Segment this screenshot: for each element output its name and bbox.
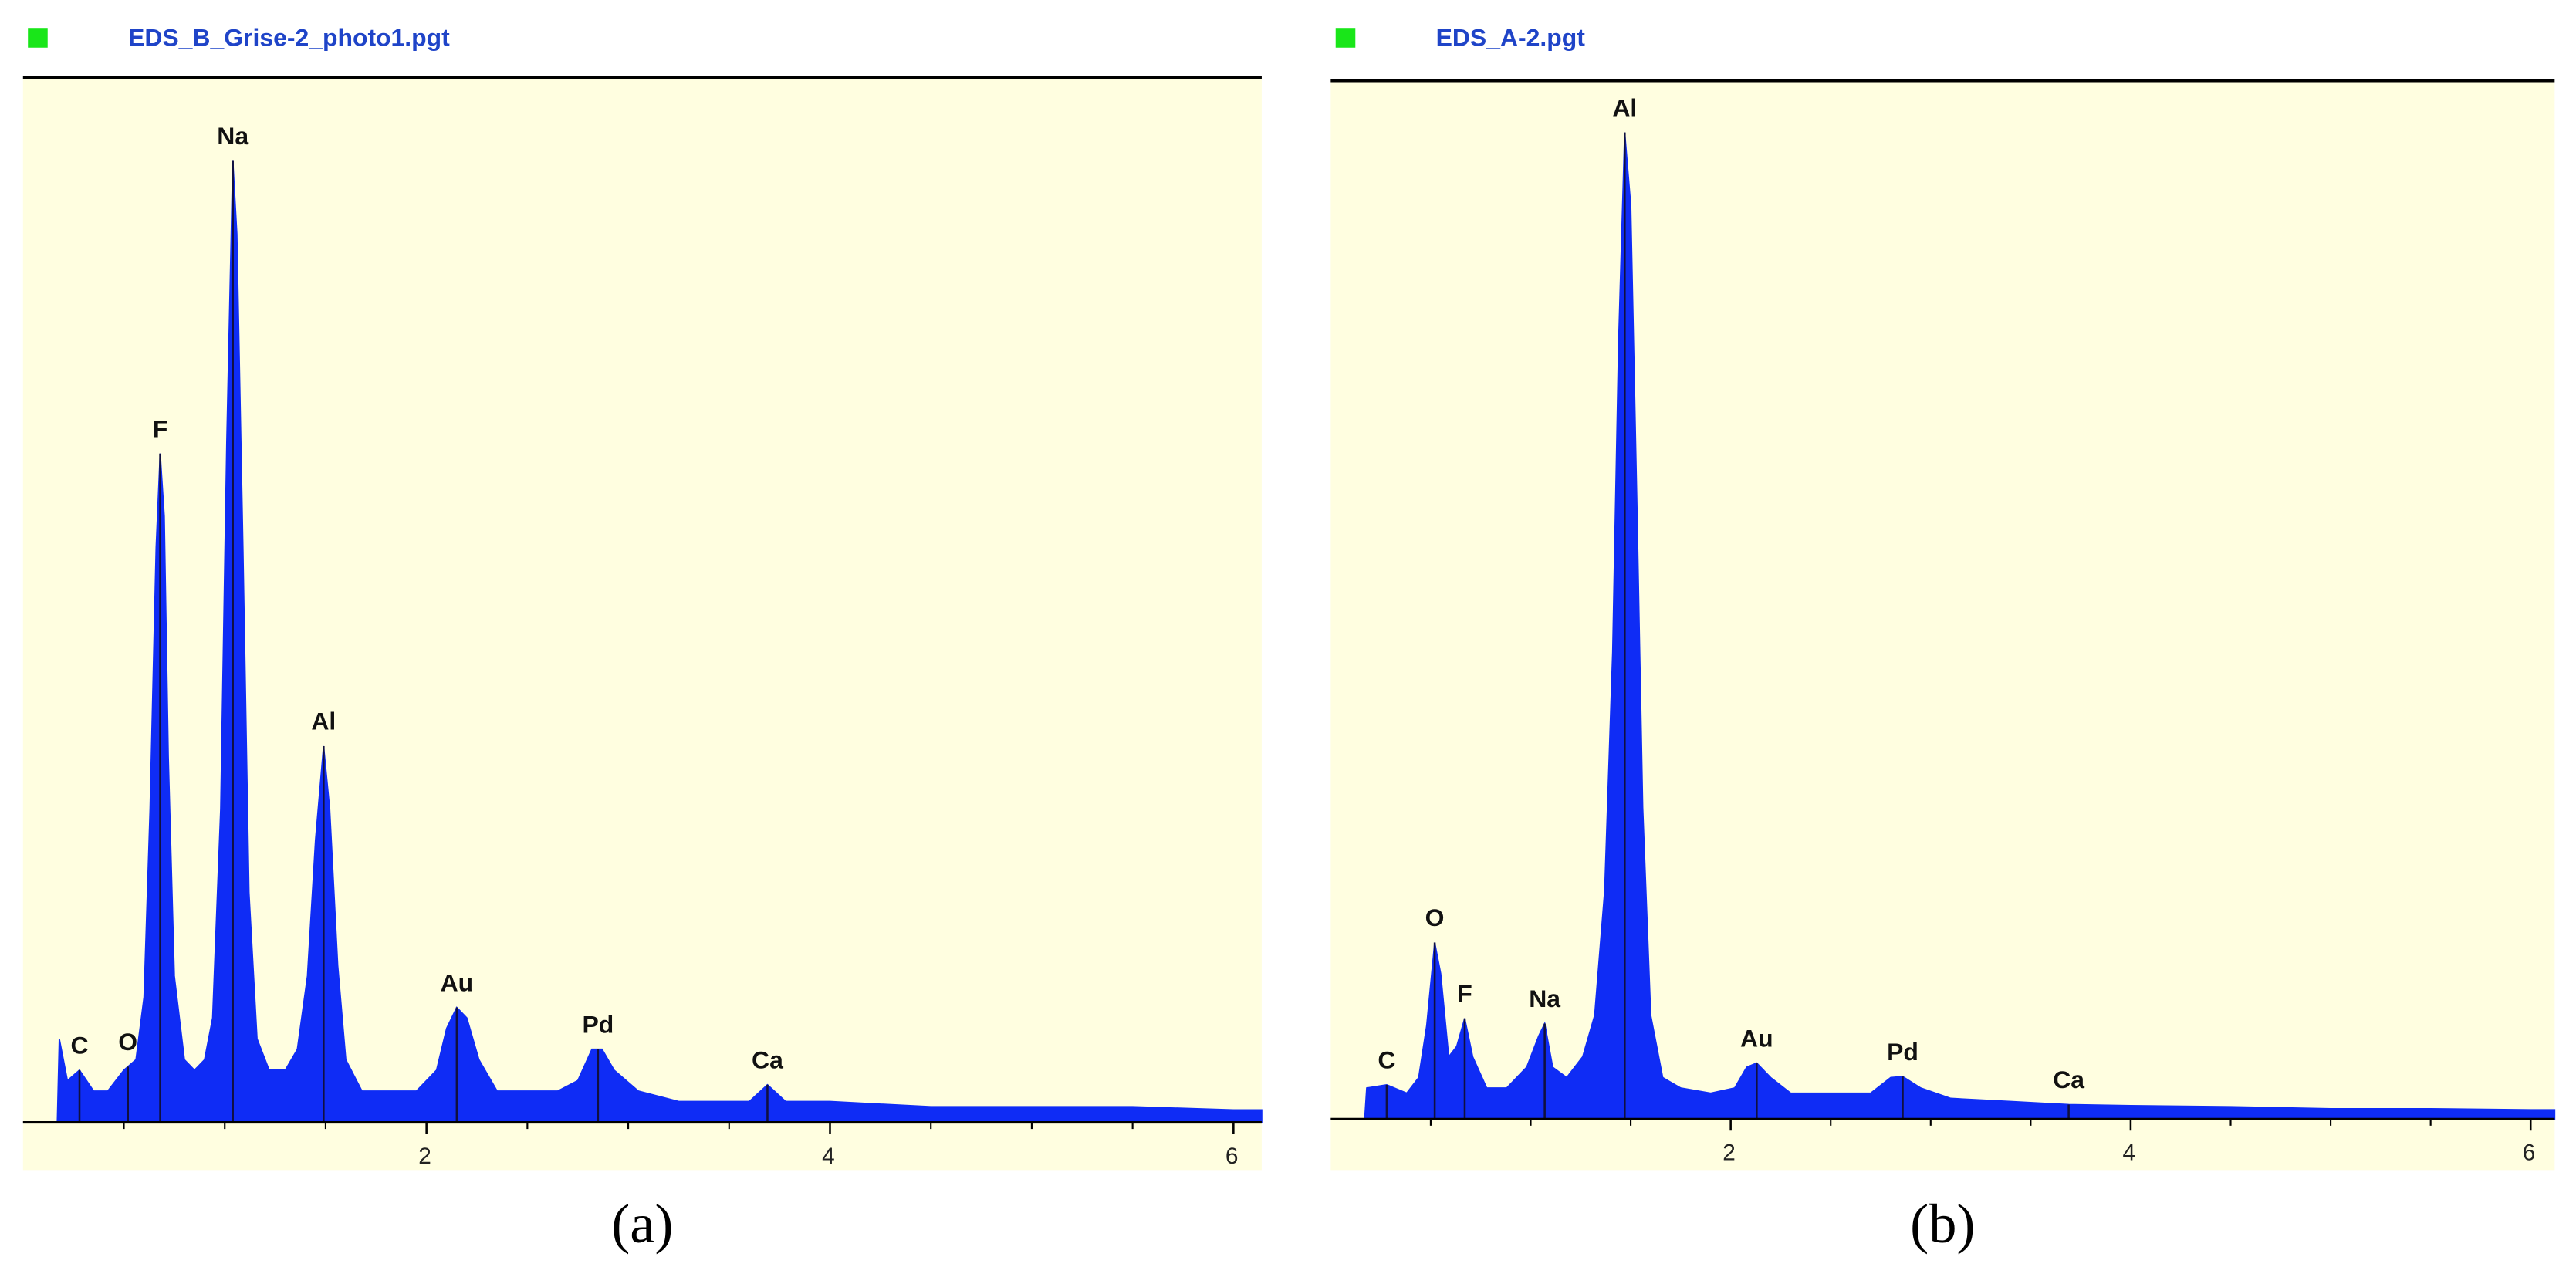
header-background [22,19,1262,78]
plot-background [1330,80,2555,1171]
peak-label: Pd [1887,1038,1918,1066]
peak-label: Al [311,708,336,735]
peak-label: C [1378,1046,1395,1074]
peak-label: Ca [2053,1066,2084,1093]
spectrum-area [1364,132,2556,1120]
peak-label: Ca [752,1046,783,1074]
peak-label: O [118,1028,137,1056]
x-tick-label: 6 [1225,1144,1239,1169]
peak-label: Al [1612,93,1637,121]
peak-label: F [153,414,167,442]
header-background [1330,19,2555,81]
x-tick-label: 2 [418,1144,431,1169]
peak-label: O [1425,904,1445,931]
status-indicator [28,28,48,48]
peak-label: Au [441,968,474,996]
peak-label: F [1457,979,1472,1007]
peak-label: Au [1740,1024,1773,1052]
x-tick-label: 4 [2123,1140,2136,1166]
status-indicator [1335,28,1356,48]
spectrum-area [56,160,1263,1123]
panel-caption: (b) [1910,1192,1975,1255]
peak-label: Na [1529,985,1560,1012]
x-tick-label: 6 [2523,1140,2536,1166]
plot-background [22,77,1262,1171]
panel-caption: (a) [611,1192,673,1255]
peak-label: Pd [582,1010,614,1038]
spectrum-title: EDS_B_Grise-2_photo1.pgt [128,24,450,52]
spectrum-title: EDS_A-2.pgt [1436,24,1586,52]
peak-label: C [70,1032,88,1059]
x-tick-label: 4 [822,1144,835,1169]
peak-label: Na [217,122,248,150]
x-tick-label: 2 [1722,1140,1736,1166]
